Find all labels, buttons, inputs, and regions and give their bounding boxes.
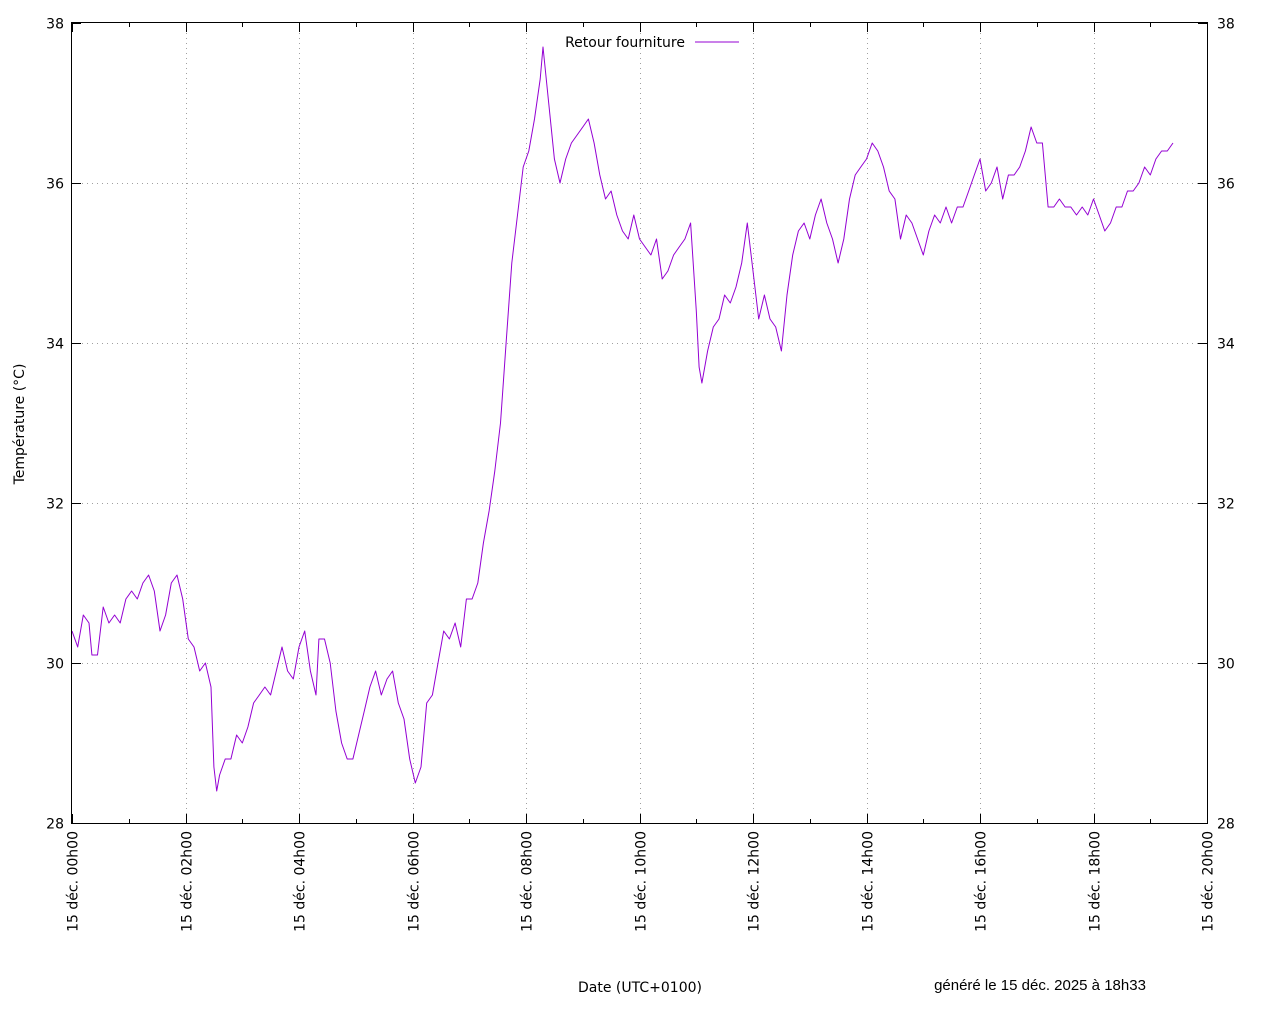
y-tick-label-right: 32 [1217, 497, 1235, 513]
x-tick-label: 15 déc. 18h00 [1088, 831, 1104, 932]
y-tick-label-right: 30 [1217, 657, 1235, 673]
y-tick-label-right: 38 [1217, 17, 1235, 33]
x-tick-label: 15 déc. 20h00 [1201, 831, 1217, 932]
legend-label: Retour fourniture [565, 35, 685, 51]
y-tick-label: 32 [46, 497, 64, 513]
x-tick-label: 15 déc. 14h00 [861, 831, 877, 932]
x-tick-label: 15 déc. 00h00 [66, 831, 82, 932]
grid [72, 23, 1207, 823]
y-tick-label: 38 [46, 17, 64, 33]
x-tick-label: 15 déc. 04h00 [293, 831, 309, 932]
y-tick-label: 30 [46, 657, 64, 673]
y-tick-label: 36 [46, 177, 64, 193]
y-tick-labels-right: 28 30 32 34 36 38 [1217, 17, 1235, 833]
x-axis-title: Date (UTC+0100) [578, 980, 702, 996]
x-tick-label: 15 déc. 02h00 [180, 831, 196, 932]
x-tick-label: 15 déc. 12h00 [747, 831, 763, 932]
y-tick-label-right: 34 [1217, 337, 1235, 353]
x-tick-label: 15 déc. 16h00 [974, 831, 990, 932]
x-tick-label: 15 déc. 08h00 [520, 831, 536, 932]
x-tick-label: 15 déc. 06h00 [407, 831, 423, 932]
series-line-retour-fourniture [71, 46, 1174, 792]
y-axis-title: Température (°C) [12, 364, 28, 486]
y-tick-label: 28 [46, 817, 64, 833]
y-tick-label-right: 28 [1217, 817, 1235, 833]
generated-timestamp: généré le 15 déc. 2025 à 18h33 [934, 977, 1146, 994]
y-tick-labels-left: 28 30 32 34 36 38 [46, 17, 64, 833]
y-tick-label-right: 36 [1217, 177, 1235, 193]
x-tick-label: 15 déc. 10h00 [634, 831, 650, 932]
plot-area-border [71, 22, 1208, 824]
legend: Retour fourniture [565, 35, 739, 51]
x-tick-labels: 15 déc. 00h00 15 déc. 02h00 15 déc. 04h00 1… [66, 831, 1217, 932]
y-tick-label: 34 [46, 337, 64, 353]
series-layer [71, 46, 1174, 792]
